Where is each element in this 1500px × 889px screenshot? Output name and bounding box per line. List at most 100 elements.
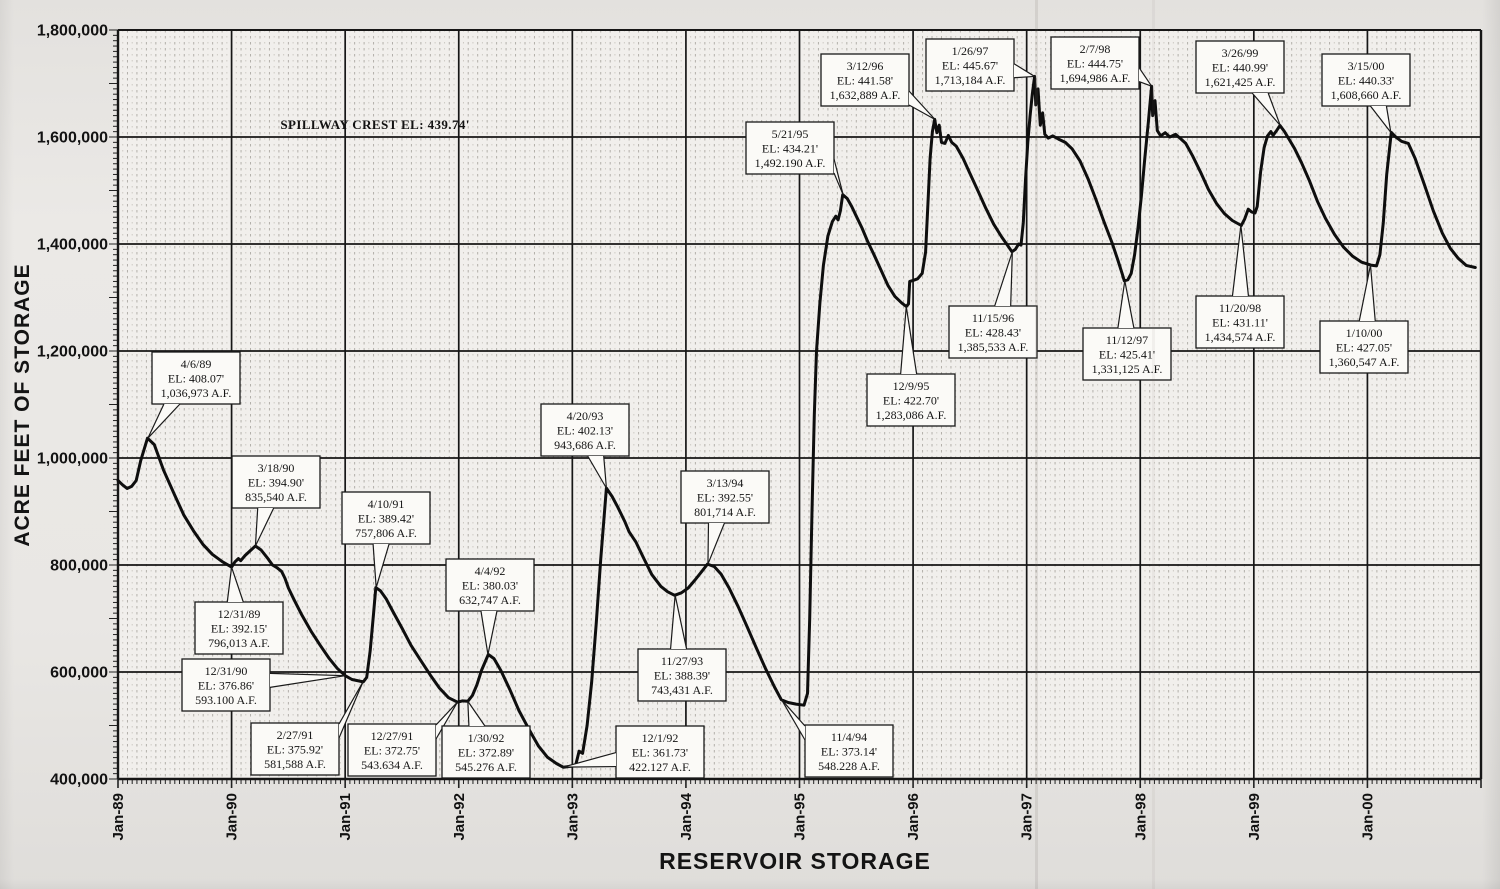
callout-date: 3/13/94: [707, 476, 744, 490]
svg-text:1,400,000: 1,400,000: [37, 237, 108, 254]
callout-elevation: EL: 425.41': [1099, 348, 1155, 362]
svg-text:Jan-00: Jan-00: [1359, 793, 1376, 841]
callout-date: 11/20/98: [1219, 301, 1261, 315]
callout-date: 3/26/99: [1222, 46, 1259, 60]
callout-acre-feet: 1,694,986 A.F.: [1060, 71, 1131, 85]
callout-elevation: EL: 372.75': [364, 744, 420, 758]
callout-acre-feet: 581,588 A.F.: [264, 757, 326, 771]
callout-elevation: EL: 372.89': [458, 746, 514, 760]
x-axis-title: RESERVOIR STORAGE: [659, 848, 931, 874]
callout-elevation: EL: 440.33': [1338, 74, 1394, 88]
callout-acre-feet: 543.634 A.F.: [361, 758, 423, 772]
callout-date: 3/18/90: [258, 461, 295, 475]
svg-text:Jan-99: Jan-99: [1246, 793, 1263, 841]
callout-date: 1/30/92: [468, 731, 505, 745]
svg-text:800,000: 800,000: [50, 558, 108, 575]
callout-elevation: EL: 375.92': [267, 743, 323, 757]
callout-elevation: EL: 380.03': [462, 579, 518, 593]
svg-text:400,000: 400,000: [50, 772, 108, 789]
svg-text:Jan-89: Jan-89: [110, 793, 127, 841]
callout-date: 4/20/93: [567, 409, 604, 423]
svg-text:Jan-95: Jan-95: [792, 793, 809, 841]
callout-elevation: EL: 422.70': [883, 394, 939, 408]
callout-date: 4/10/91: [368, 497, 405, 511]
callout-acre-feet: 422.127 A.F.: [629, 760, 691, 774]
callout-date: 2/27/91: [277, 728, 314, 742]
callout-elevation: EL: 428.43': [965, 326, 1021, 340]
svg-text:Jan-96: Jan-96: [905, 793, 922, 841]
callout-acre-feet: 1,385,533 A.F.: [958, 340, 1029, 354]
svg-text:Jan-98: Jan-98: [1132, 793, 1149, 841]
callout-elevation: EL: 445.67': [942, 59, 998, 73]
callout-elevation: EL: 402.13': [557, 424, 613, 438]
callout-date: 12/31/89: [218, 607, 261, 621]
callout-date: 3/12/96: [847, 59, 884, 73]
callout-elevation: EL: 441.58': [837, 74, 893, 88]
callout-elevation: EL: 376.86': [198, 679, 254, 693]
callout-elevation: EL: 408.07': [168, 372, 224, 386]
y-axis-title: ACRE FEET OF STORAGE: [11, 263, 34, 547]
callout-date: 11/15/96: [972, 311, 1014, 325]
callout-acre-feet: 1,360,547 A.F.: [1329, 355, 1400, 369]
callout-date: 4/6/89: [181, 357, 212, 371]
callout-elevation: EL: 431.11': [1212, 316, 1268, 330]
callout-elevation: EL: 361.73': [632, 746, 688, 760]
callout-elevation: EL: 444.75': [1067, 57, 1123, 71]
callout-date: 12/9/95: [893, 379, 930, 393]
svg-text:Jan-94: Jan-94: [678, 792, 695, 840]
callout-acre-feet: 1,621,425 A.F.: [1205, 75, 1276, 89]
callout-acre-feet: 1,434,574 A.F.: [1205, 330, 1276, 344]
callout-acre-feet: 632,747 A.F.: [459, 593, 521, 607]
callout-acre-feet: 548.228 A.F.: [818, 759, 880, 773]
x-axis-minor-ticks: [117, 779, 1482, 788]
callout-acre-feet: 545.276 A.F.: [455, 760, 517, 774]
callout-date: 4/4/92: [475, 564, 506, 578]
y-axis-tick-labels: 400,000 600,000 800,000 1,000,000 1,200,000 1…: [37, 23, 108, 789]
callout-acre-feet: 757,806 A.F.: [355, 526, 417, 540]
svg-text:1,000,000: 1,000,000: [37, 451, 108, 468]
callout-acre-feet: 593.100 A.F.: [195, 693, 257, 707]
svg-text:Jan-97: Jan-97: [1019, 793, 1036, 841]
spillway-crest-label: SPILLWAY CREST EL: 439.74': [280, 117, 469, 132]
callout-date: 5/21/95: [772, 127, 809, 141]
callout-elevation: EL: 440.99': [1212, 61, 1268, 75]
callout-date: 1/26/97: [952, 44, 989, 58]
callout-elevation: EL: 434.21': [762, 142, 818, 156]
svg-text:Jan-91: Jan-91: [337, 793, 354, 841]
callout-acre-feet: 1,283,086 A.F.: [876, 408, 947, 422]
callout-elevation: EL: 373.14': [821, 745, 877, 759]
svg-text:600,000: 600,000: [50, 665, 108, 682]
callout-acre-feet: 1,713,184 A.F.: [935, 73, 1006, 87]
callout-acre-feet: 835,540 A.F.: [245, 490, 307, 504]
svg-text:Jan-90: Jan-90: [224, 793, 241, 841]
callout-elevation: EL: 392.55': [697, 491, 753, 505]
callout-date: 11/4/94: [831, 730, 867, 744]
callout-date: 1/10/00: [1346, 326, 1383, 340]
callout-date: 2/7/98: [1080, 42, 1111, 56]
callout-date: 11/12/97: [1106, 333, 1148, 347]
callout-acre-feet: 1,331,125 A.F.: [1092, 362, 1163, 376]
